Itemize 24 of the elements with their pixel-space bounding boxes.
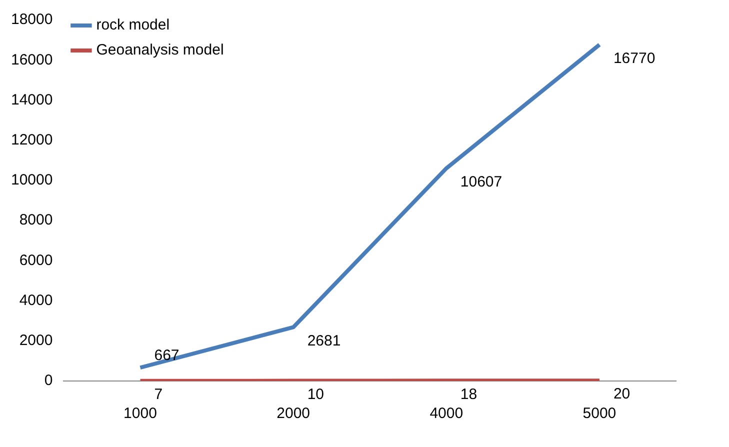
y-tick-label: 4000	[19, 292, 53, 309]
data-label: 18	[460, 386, 478, 403]
data-label: 20	[613, 386, 630, 403]
legend-label: Geoanalysis model	[96, 42, 224, 59]
data-label: 16770	[613, 50, 656, 67]
x-tick-label: 5000	[582, 405, 616, 422]
data-label: 10	[307, 386, 324, 403]
data-label: 667	[154, 346, 180, 364]
y-tick-label: 16000	[10, 51, 53, 68]
y-tick-label: 12000	[10, 131, 53, 148]
data-label: 7	[154, 386, 163, 403]
x-tick-label: 2000	[276, 405, 310, 422]
y-tick-label: 6000	[19, 252, 53, 269]
y-tick-label: 2000	[19, 332, 53, 350]
data-label: 10607	[460, 173, 502, 190]
x-tick-label: 1000	[124, 405, 157, 422]
y-tick-label: 8000	[19, 212, 53, 229]
y-tick-label: 10000	[10, 172, 53, 189]
y-tick-label: 0	[44, 372, 53, 390]
y-tick-label: 14000	[10, 91, 53, 108]
y-tick-label: 18000	[10, 11, 53, 28]
data-label: 2681	[307, 332, 341, 350]
x-tick-label: 4000	[430, 405, 464, 422]
legend-label: rock model	[96, 16, 170, 34]
